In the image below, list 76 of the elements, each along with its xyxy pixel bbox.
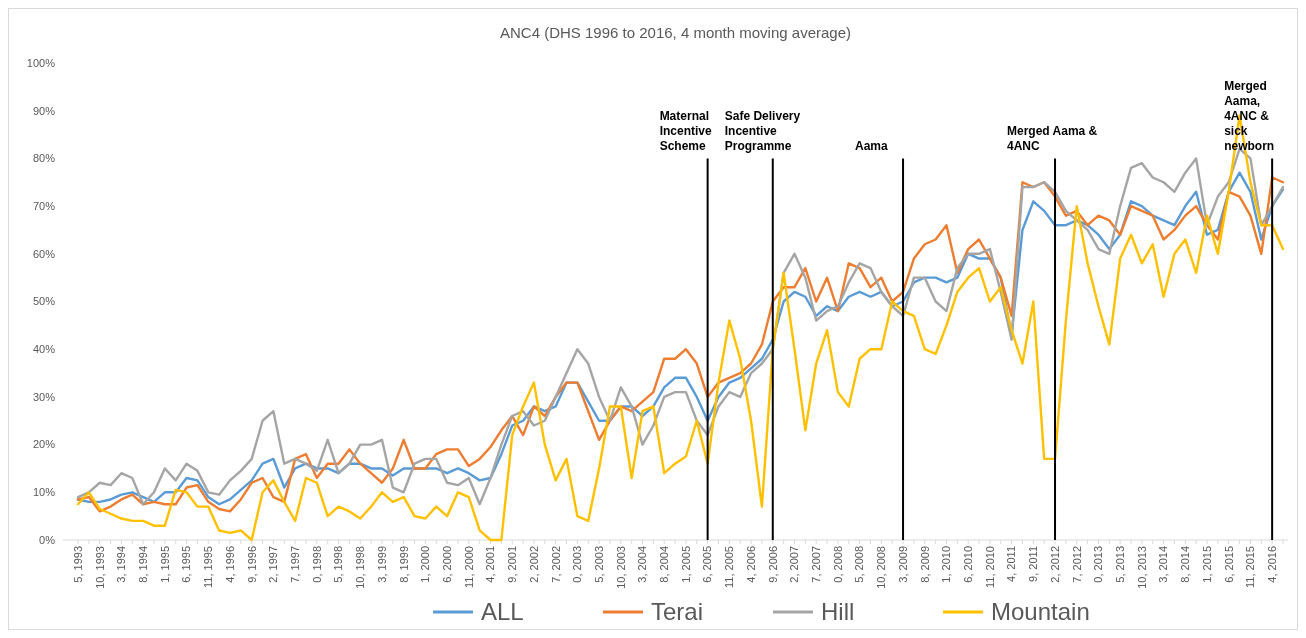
y-tick-label: 60% [32,247,56,260]
x-tick-label: 0, 1998 [310,546,323,583]
x-tick-label: 1, 2010 [940,546,953,583]
x-tick-label: 10, 2003 [614,546,627,589]
x-tick-label: 5, 1998 [332,546,345,583]
x-tick-label: 2, 2002 [527,546,540,583]
x-tick-label: 11, 2010 [983,546,996,589]
x-tick-label: 6, 1995 [180,546,193,583]
x-tick-label: 4, 1996 [223,546,236,583]
x-tick-label: 1, 1995 [158,546,171,583]
x-tick-label: 1, 2015 [1200,546,1213,583]
x-tick-label: 11, 2005 [723,546,736,589]
x-tick-label: 4, 2016 [1265,546,1278,583]
x-tick-label: 0, 2013 [1092,546,1105,583]
y-tick-label: 30% [32,390,56,403]
y-tick-label: 0% [39,533,56,546]
ref-line-label: Maternal Incentive Scheme [659,109,712,154]
y-tick-label: 40% [32,343,56,356]
y-tick-label: 10% [32,486,56,499]
x-tick-label: 9, 2011 [1027,546,1040,582]
x-tick-label: 0, 2008 [831,546,844,583]
x-tick-label: 3, 2004 [636,546,649,583]
ref-line-label: Merged Aama & 4ANC [1007,124,1098,154]
x-tick-label: 10, 1998 [354,546,367,589]
x-tick-label: 8, 2014 [1179,546,1192,583]
chart-title: ANC4 (DHS 1996 to 2016, 4 month moving average) [499,24,852,41]
x-tick-label: 2, 2007 [788,546,801,583]
legend-label: ALL [481,598,524,626]
x-tick-label: 11, 1995 [202,546,215,589]
x-tick-label: 11, 2015 [1244,546,1257,589]
x-tick-label: 10, 2008 [875,546,888,589]
x-tick-label: 7, 1997 [288,546,301,583]
x-tick-label: 3, 2014 [1157,546,1170,583]
x-tick-label: 7, 2012 [1070,546,1083,583]
legend-label: Terai [651,598,704,626]
x-tick-label: 4, 2011 [1005,546,1018,582]
x-tick-label: 2, 1997 [267,546,280,583]
x-tick-label: 3, 1999 [375,546,388,583]
x-tick-label: 3, 2009 [896,546,909,583]
x-tick-label: 6, 2015 [1222,546,1235,583]
x-tick-label: 9, 2001 [506,546,519,583]
x-tick-label: 9, 2006 [766,546,779,583]
legend-label: Mountain [991,598,1090,626]
x-tick-label: 5, 2008 [853,546,866,583]
x-tick-label: 4, 2001 [484,546,497,583]
x-tick-label: 6, 2005 [701,546,714,583]
legend-label: Hill [821,598,855,626]
x-tick-label: 6, 2000 [440,546,453,583]
x-tick-label: 8, 2004 [658,546,671,583]
x-tick-label: 0, 2003 [571,546,584,583]
x-tick-label: 10, 1993 [93,546,106,589]
x-tick-label: 8, 1994 [136,546,149,583]
x-tick-label: 3, 1994 [115,546,128,583]
y-tick-label: 70% [32,199,56,212]
y-tick-label: 90% [32,104,56,117]
x-tick-label: 6, 2010 [962,546,975,583]
x-tick-label: 5, 2013 [1114,546,1127,583]
x-tick-label: 7, 2002 [549,546,562,583]
ref-line-label: Aama [855,139,889,154]
x-tick-label: 10, 2013 [1135,546,1148,589]
x-tick-label: 5, 1993 [71,546,84,583]
x-tick-label: 5, 2003 [592,546,605,583]
y-tick-label: 100% [26,56,56,69]
x-tick-label: 8, 2009 [918,546,931,583]
x-tick-label: 9, 1996 [245,546,258,583]
y-tick-label: 80% [32,152,56,165]
y-tick-label: 50% [32,295,56,308]
y-tick-label: 20% [32,438,56,451]
x-tick-label: 7, 2007 [810,546,823,583]
ref-line-label: Safe Delivery Incentive Programme [724,109,801,154]
x-tick-label: 11, 2000 [462,546,475,589]
x-tick-label: 1, 2005 [679,546,692,583]
x-tick-label: 4, 2006 [744,546,757,583]
x-tick-label: 1, 2000 [419,546,432,583]
x-tick-label: 8, 1999 [397,546,410,583]
x-tick-label: 2, 2012 [1048,546,1061,583]
